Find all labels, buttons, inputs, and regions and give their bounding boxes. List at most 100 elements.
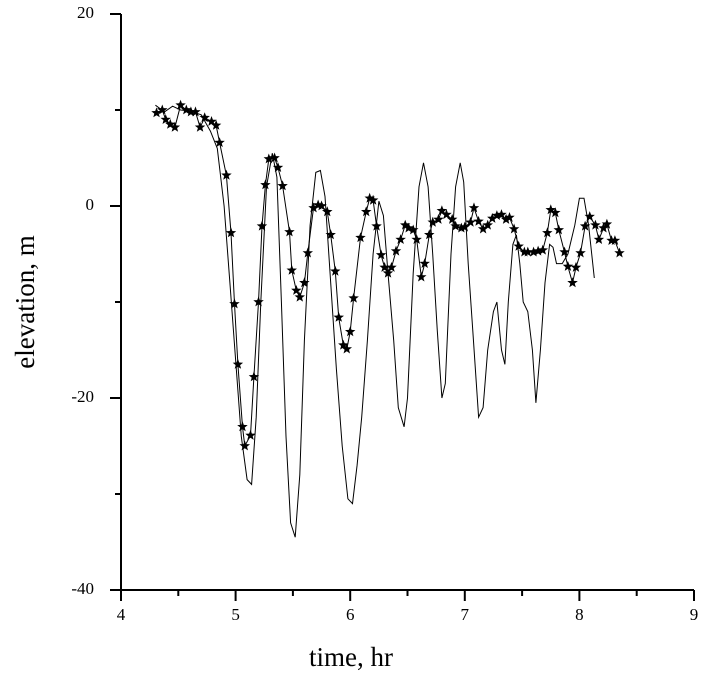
star-marker <box>333 311 344 322</box>
star-marker <box>361 206 372 217</box>
star-marker <box>371 220 382 231</box>
star-marker <box>411 234 422 244</box>
star-marker <box>225 227 237 238</box>
star-marker <box>416 271 427 282</box>
star-marker <box>199 112 210 123</box>
star-marker <box>214 137 225 148</box>
star-marker <box>459 221 470 232</box>
star-marker <box>194 121 206 132</box>
star-marker <box>375 249 387 260</box>
star-marker <box>348 292 359 303</box>
star-marker <box>609 235 621 245</box>
x-tick-label: 8 <box>575 605 584 624</box>
star-marker <box>185 106 197 117</box>
star-marker <box>210 119 222 130</box>
star-marker <box>403 222 414 233</box>
star-marker <box>169 121 181 132</box>
star-marker <box>593 234 605 244</box>
star-marker <box>325 229 336 240</box>
star-marker <box>237 421 248 432</box>
star-marker <box>424 229 435 240</box>
star-marker <box>299 277 310 288</box>
x-tick-label: 5 <box>231 605 240 624</box>
star-marker <box>419 258 430 268</box>
star-marker <box>248 371 260 382</box>
x-tick-label: 7 <box>461 605 470 624</box>
star-marker <box>504 212 515 222</box>
star-marker <box>160 114 171 124</box>
x-tick-label: 6 <box>346 605 355 624</box>
star-marker <box>256 220 268 231</box>
star-marker <box>590 219 601 230</box>
star-marker <box>379 261 390 272</box>
x-axis-label: time, hr <box>309 642 393 672</box>
star-marker <box>513 240 524 251</box>
star-marker <box>559 246 570 257</box>
series-line <box>155 104 595 538</box>
y-tick-label: 20 <box>77 3 94 22</box>
star-marker <box>294 291 305 302</box>
star-marker <box>614 247 625 258</box>
star-marker <box>465 216 476 227</box>
star-marker <box>537 244 548 255</box>
star-marker <box>584 211 595 221</box>
star-marker <box>232 358 244 369</box>
star-marker <box>545 204 556 215</box>
star-marker <box>175 99 186 110</box>
star-marker <box>322 206 333 217</box>
star-marker <box>330 265 341 276</box>
star-marker <box>601 218 613 229</box>
star-marker <box>263 153 275 164</box>
y-axis-label: elevation, m <box>10 235 40 368</box>
star-marker <box>367 194 379 205</box>
star-marker <box>386 261 397 272</box>
star-marker <box>206 116 217 126</box>
star-marker <box>567 277 578 288</box>
star-marker <box>302 247 313 258</box>
star-marker <box>522 246 534 257</box>
star-marker <box>181 104 192 115</box>
star-marker <box>316 200 327 211</box>
y-tick-label: 0 <box>86 195 95 214</box>
star-marker <box>395 234 406 244</box>
star-marker <box>269 152 280 163</box>
star-marker <box>272 162 284 172</box>
star-marker <box>528 246 539 257</box>
star-marker <box>253 296 264 307</box>
star-marker <box>286 264 297 275</box>
star-marker <box>496 209 507 220</box>
y-tick-label: -40 <box>71 579 94 598</box>
star-marker <box>284 226 295 237</box>
star-marker <box>468 202 480 213</box>
star-marker <box>277 180 288 191</box>
star-marker <box>477 223 489 234</box>
star-marker <box>500 213 512 224</box>
star-marker <box>229 298 240 309</box>
star-marker <box>291 285 302 295</box>
star-marker <box>487 213 498 223</box>
star-marker <box>190 106 201 117</box>
x-tick-label: 4 <box>117 605 126 624</box>
star-marker <box>390 245 402 256</box>
star-marker <box>221 169 232 180</box>
star-marker <box>447 213 458 224</box>
star-marker <box>550 207 561 218</box>
star-marker <box>456 222 467 233</box>
star-marker <box>245 429 256 440</box>
star-marker <box>562 261 574 271</box>
star-marker <box>441 209 452 220</box>
star-marker <box>345 326 356 337</box>
star-marker <box>408 224 419 235</box>
star-marker <box>338 339 349 350</box>
star-marker <box>157 104 168 115</box>
star-marker <box>508 223 520 234</box>
star-marker <box>427 216 438 227</box>
star-marker <box>355 232 366 243</box>
star-marker <box>308 202 319 213</box>
star-marker <box>450 220 461 231</box>
star-marker <box>491 210 503 220</box>
y-tick-label: -20 <box>71 387 94 406</box>
star-marker <box>579 220 591 231</box>
star-marker <box>570 261 582 272</box>
